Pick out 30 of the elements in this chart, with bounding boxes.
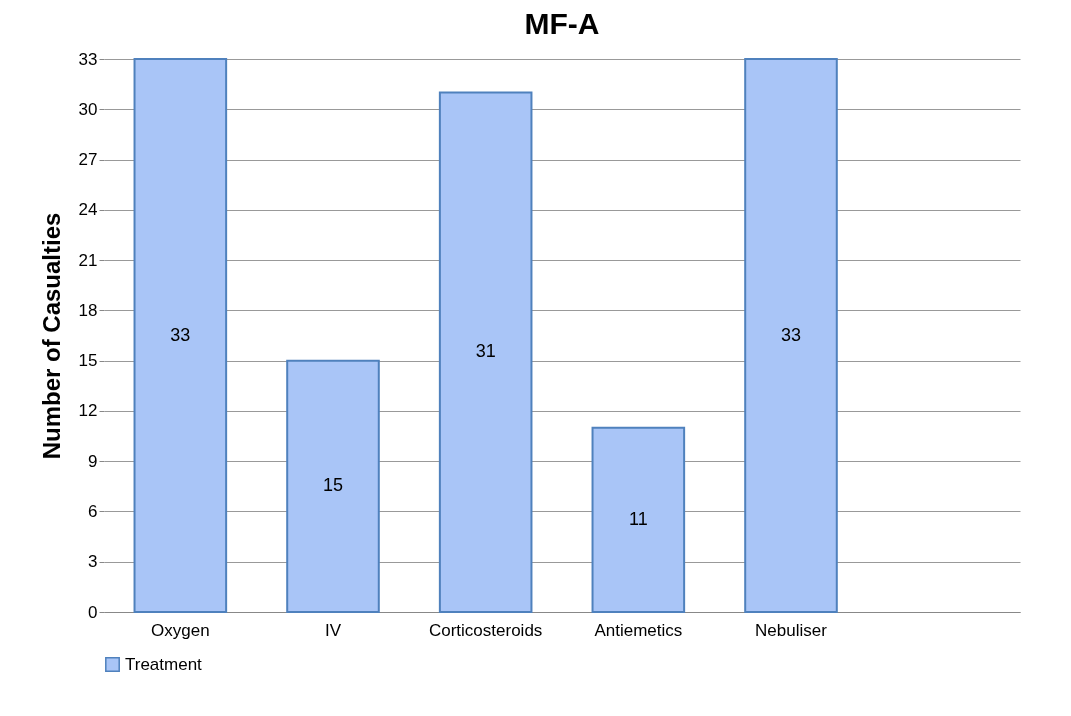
y-tick-label: 30 xyxy=(78,99,98,119)
y-tick-label: 9 xyxy=(88,451,98,471)
y-tick-label: 3 xyxy=(88,552,98,572)
x-tick-label: Nebuliser xyxy=(755,620,828,640)
data-label: 33 xyxy=(170,324,191,345)
y-tick-label: 0 xyxy=(88,602,98,622)
legend-label: Treatment xyxy=(125,654,203,674)
x-tick-label: Antiemetics xyxy=(594,620,683,640)
y-tick-label: 18 xyxy=(78,300,98,320)
x-tick-label: Corticosteroids xyxy=(428,620,543,640)
data-label: 31 xyxy=(475,341,496,362)
bar xyxy=(591,426,686,613)
y-tick-label: 21 xyxy=(78,250,98,270)
x-tick-label: Oxygen xyxy=(151,620,210,640)
data-label: 15 xyxy=(322,475,344,496)
y-tick-label: 33 xyxy=(78,49,98,69)
bar xyxy=(286,359,380,613)
chart-title: MF-A xyxy=(524,7,600,40)
y-axis-title: Number of Casualties xyxy=(37,212,65,460)
y-tick-label: 27 xyxy=(78,150,98,170)
y-tick-label: 6 xyxy=(88,501,98,521)
bar xyxy=(438,91,533,613)
y-tick-label: 15 xyxy=(78,351,98,371)
bar xyxy=(744,58,838,613)
data-label: 33 xyxy=(780,324,802,345)
y-tick-label: 12 xyxy=(78,401,98,421)
y-tick-label: 24 xyxy=(78,200,98,220)
data-label: 11 xyxy=(628,508,648,529)
x-tick-label: IV xyxy=(324,620,342,640)
bar xyxy=(133,58,228,613)
